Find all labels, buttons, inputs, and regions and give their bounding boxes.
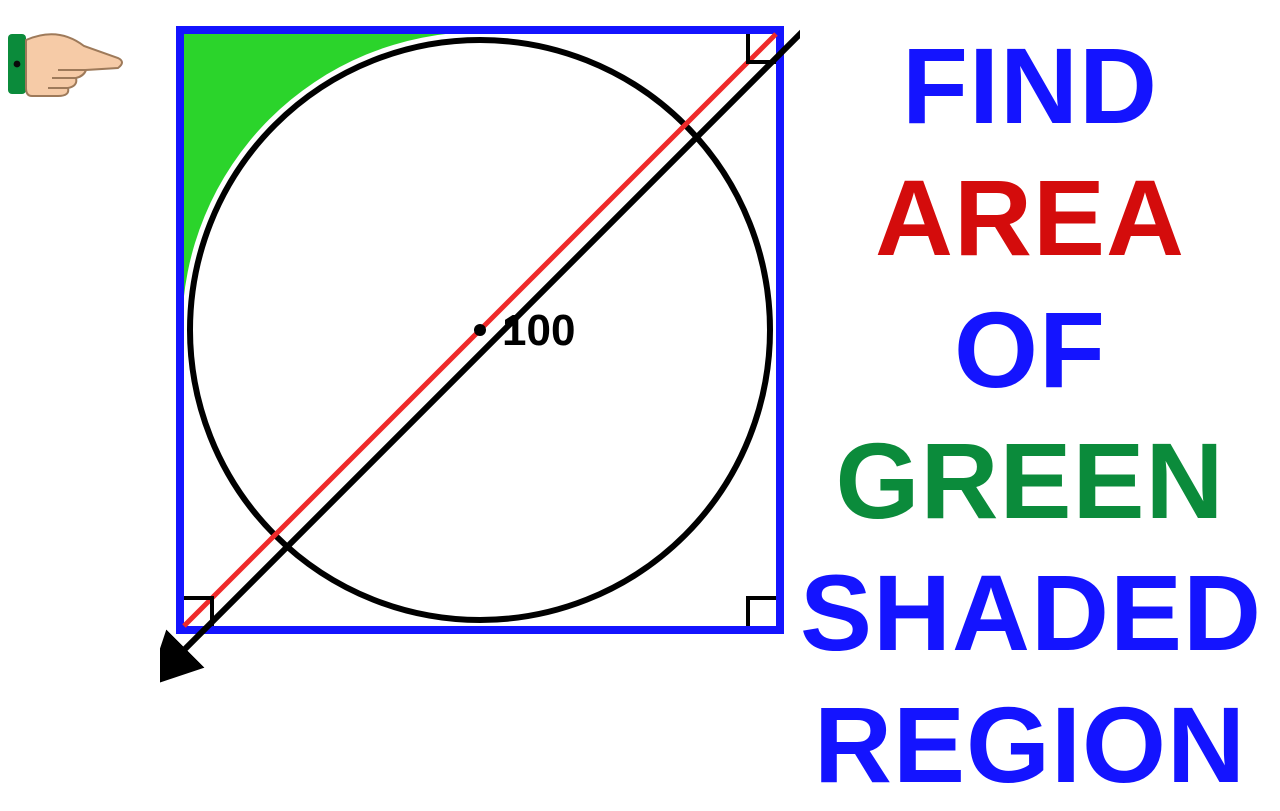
title-line-1: FIND AREA — [800, 20, 1260, 284]
title-word-shaded: SHADED — [800, 552, 1262, 673]
geometry-diagram: 100 — [160, 10, 800, 710]
title-line-2: OF GREEN — [800, 284, 1260, 548]
right-angle-marker-br — [748, 598, 776, 626]
title-word-find: FIND — [902, 25, 1158, 146]
title-line-4: REGION — [800, 679, 1260, 811]
title-word-area: AREA — [875, 157, 1185, 278]
title-word-of: OF — [954, 289, 1106, 410]
diagonal-length-label: 100 — [502, 306, 575, 356]
pointing-hand-icon — [6, 18, 126, 118]
page-canvas: 100 FIND AREA OF GREEN SHADED REGION — [0, 0, 1280, 720]
title-block: FIND AREA OF GREEN SHADED REGION — [800, 20, 1260, 811]
title-word-region: REGION — [814, 684, 1246, 805]
title-word-green: GREEN — [835, 420, 1224, 541]
center-dot — [474, 324, 486, 336]
green-shaded-region — [182, 32, 480, 330]
title-line-3: SHADED — [800, 547, 1260, 679]
